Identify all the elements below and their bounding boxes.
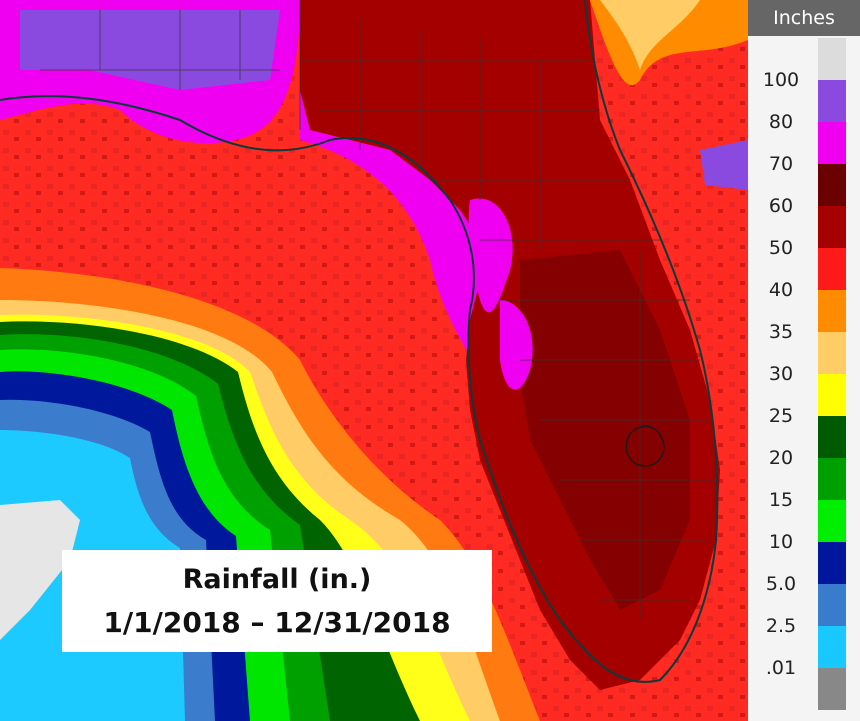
county-borders — [40, 0, 716, 620]
caption-date-range: 1/1/2018 – 12/31/2018 — [103, 606, 451, 639]
legend-swatch — [818, 626, 846, 668]
legend-swatch — [818, 374, 846, 416]
legend-swatch — [818, 416, 846, 458]
legend-swatch — [818, 290, 846, 332]
caption-box: Rainfall (in.) 1/1/2018 – 12/31/2018 — [62, 550, 492, 652]
legend-tick-label: 40 — [768, 279, 794, 301]
atlantic-purple — [700, 140, 748, 190]
legend-tick-label: 35 — [768, 321, 794, 343]
legend-swatch — [818, 584, 846, 626]
legend-swatch — [818, 38, 846, 80]
legend-tick-label: 30 — [768, 363, 794, 385]
legend-tick-label: 100 — [762, 69, 800, 91]
atlantic-light-orange — [600, 0, 700, 70]
legend-swatch — [818, 458, 846, 500]
lake-okeechobee — [625, 425, 665, 467]
legend-title: Inches — [748, 0, 860, 36]
legend-tick-label: 25 — [768, 405, 794, 427]
legend-swatch — [818, 668, 846, 710]
legend-swatch — [818, 248, 846, 290]
legend-tick-label: 50 — [768, 237, 794, 259]
legend-swatch — [818, 500, 846, 542]
legend-swatch — [818, 332, 846, 374]
legend-swatch — [818, 542, 846, 584]
legend-tick-label: 70 — [768, 153, 794, 175]
color-legend: Inches 100 80 70 60 50 40 35 30 25 20 15 10 5.0 2.5 .0… — [748, 0, 860, 721]
legend-tick-label: 2.5 — [765, 615, 797, 637]
legend-swatch — [818, 122, 846, 164]
legend-swatch — [818, 206, 846, 248]
legend-swatch — [818, 80, 846, 122]
legend-tick-label: 20 — [768, 447, 794, 469]
peninsula-dark-core — [520, 250, 690, 610]
legend-tick-label: 10 — [768, 531, 794, 553]
florida-coastline — [0, 0, 719, 683]
caption-title: Rainfall (in.) — [182, 564, 372, 595]
legend-tick-label: 80 — [768, 111, 794, 133]
legend-swatch — [818, 164, 846, 206]
legend-tick-label: .01 — [765, 657, 797, 679]
peninsula-magenta-patches — [468, 198, 533, 390]
legend-tick-label: 60 — [768, 195, 794, 217]
gulf-no-data — [0, 500, 80, 640]
legend-tick-label: 15 — [768, 489, 794, 511]
legend-tick-label: 5.0 — [765, 573, 797, 595]
